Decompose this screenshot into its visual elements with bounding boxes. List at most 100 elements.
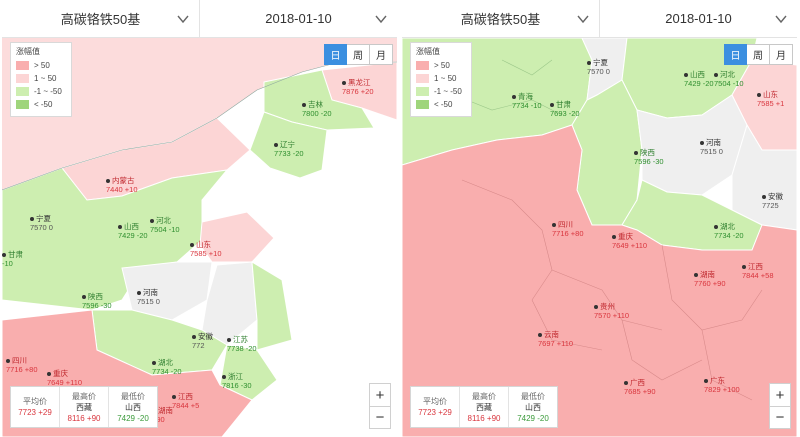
province-price: 7697 +110 — [538, 339, 574, 348]
province-label[interactable]: 甘肃 7693 -20 — [550, 100, 580, 118]
product-select[interactable]: 高碳铬铁50基 — [2, 0, 199, 37]
zoom-out-button[interactable]: − — [370, 406, 390, 428]
marker-dot-icon — [700, 141, 704, 146]
province-name: 湖南 — [158, 406, 173, 415]
marker-dot-icon — [190, 243, 194, 248]
province-label[interactable]: 宁夏 7570 0 — [30, 214, 53, 232]
tab-month[interactable]: 月 — [770, 44, 793, 65]
tab-week[interactable]: 周 — [347, 44, 370, 65]
region-north-up — [2, 38, 397, 190]
province-price: 7649 +110 — [47, 378, 83, 387]
province-label[interactable]: 广西 7685 +90 — [624, 378, 656, 396]
province-label[interactable]: 安徽 772 — [192, 332, 213, 350]
tab-month[interactable]: 月 — [370, 44, 393, 65]
marker-dot-icon — [694, 273, 698, 278]
tab-day[interactable]: 日 — [324, 44, 347, 65]
province-label[interactable]: 江西 7844 +58 — [742, 262, 774, 280]
province-label[interactable]: 江苏 7738 -20 — [227, 335, 257, 353]
province-label[interactable]: 陕西 7596 -30 — [82, 292, 112, 310]
province-name: 陕西 — [640, 148, 655, 157]
province-label[interactable]: 四川 7716 +80 — [552, 220, 584, 238]
product-select[interactable]: 高碳铬铁50基 — [402, 0, 599, 37]
marker-dot-icon — [552, 223, 556, 228]
province-name: 山东 — [763, 90, 778, 99]
marker-dot-icon — [106, 179, 110, 184]
province-label[interactable]: 内蒙古 7440 +10 — [106, 176, 138, 194]
province-label[interactable]: 湖南 7760 +90 — [694, 270, 726, 288]
province-label[interactable]: 河北 7504 -10 — [714, 70, 744, 88]
min-price-value: 7429 -20 — [517, 413, 549, 423]
province-label[interactable]: 河南 7515 0 — [137, 288, 160, 306]
min-price-value: 7429 -20 — [117, 413, 149, 423]
marker-dot-icon — [150, 219, 154, 224]
province-label[interactable]: 山西 7429 -20 — [118, 222, 148, 240]
region-south-up — [402, 124, 797, 437]
province-name: 重庆 — [53, 369, 68, 378]
zoom-in-button[interactable]: + — [375, 386, 385, 404]
marker-dot-icon — [137, 291, 141, 296]
marker-dot-icon — [152, 361, 156, 366]
province-label[interactable]: 宁夏 7570 0 — [587, 58, 610, 76]
province-label[interactable]: 贵州 7570 +110 — [594, 302, 629, 320]
province-price: 7429 -20 — [684, 79, 714, 88]
legend-swatch — [16, 61, 29, 70]
province-name: 陕西 — [88, 292, 103, 301]
tab-week[interactable]: 周 — [747, 44, 770, 65]
province-label[interactable]: 吉林 7800 -20 — [302, 100, 332, 118]
marker-dot-icon — [82, 295, 86, 300]
province-name: 湖北 — [720, 222, 735, 231]
province-name: 山西 — [124, 222, 139, 231]
province-label[interactable]: 山西 7429 -20 — [684, 70, 714, 88]
tab-day[interactable]: 日 — [724, 44, 747, 65]
china-map[interactable] — [402, 38, 797, 437]
province-name: 青海 — [518, 92, 533, 101]
province-label[interactable]: 河北 7504 -10 — [150, 216, 180, 234]
province-label[interactable]: 青海 7734 -10 — [512, 92, 542, 110]
legend-swatch — [416, 100, 429, 109]
china-map[interactable] — [2, 38, 397, 437]
min-price: 最低价 山西 7429 -20 — [508, 387, 557, 427]
province-label[interactable]: 甘肃 -10 — [2, 250, 23, 268]
province-name: 四川 — [12, 356, 27, 365]
province-name: 宁夏 — [593, 58, 608, 67]
province-label[interactable]: 湖北 7734 -20 — [152, 358, 182, 376]
province-label[interactable]: 重庆 7649 +110 — [47, 369, 82, 387]
province-label[interactable]: 广东 7829 +100 — [704, 376, 740, 394]
date-select[interactable]: 2018-01-10 — [599, 0, 797, 37]
region-sea — [222, 168, 397, 437]
province-name: 贵州 — [600, 302, 615, 311]
province-price: 7876 +20 — [342, 87, 374, 96]
price-summary: 平均价 7723 +29 最高价 西藏 8116 +90 最低价 山西 7429… — [10, 386, 158, 428]
province-price: 7596 -30 — [634, 157, 664, 166]
province-label[interactable]: 河南 7515 0 — [700, 138, 723, 156]
marker-dot-icon — [594, 305, 598, 310]
province-label[interactable]: 辽宁 7733 -20 — [274, 140, 304, 158]
province-price: 7844 +5 — [172, 401, 200, 410]
marker-dot-icon — [2, 253, 6, 258]
province-price: 7649 +110 — [612, 241, 648, 250]
product-select-value: 高碳铬铁50基 — [460, 12, 541, 27]
province-label[interactable]: 湖北 7734 -20 — [714, 222, 744, 240]
province-label[interactable]: 江西 7844 +5 — [172, 392, 199, 410]
province-label[interactable]: 安徽 7725 — [762, 192, 783, 210]
province-price: 7440 +10 — [106, 185, 138, 194]
zoom-in-button[interactable]: + — [775, 386, 785, 404]
province-label[interactable]: 重庆 7649 +110 — [612, 232, 647, 250]
province-label[interactable]: 浙江 7816 -30 — [222, 372, 252, 390]
period-tabs: 日 周 月 — [324, 44, 393, 65]
province-label[interactable]: 山东 7585 +10 — [190, 240, 222, 258]
province-label[interactable]: 山东 7585 +1 — [757, 90, 784, 108]
map-panel-left: 高碳铬铁50基 2018-01-10 — [2, 0, 397, 437]
province-label[interactable]: 黑龙江 7876 +20 — [342, 78, 374, 96]
province-name: 河北 — [720, 70, 735, 79]
province-price: 7738 -20 — [227, 344, 257, 353]
province-label[interactable]: 四川 7716 +80 — [6, 356, 38, 374]
period-tabs: 日 周 月 — [724, 44, 793, 65]
province-label[interactable]: 陕西 7596 -30 — [634, 148, 664, 166]
province-label[interactable]: 云南 7697 +110 — [538, 330, 573, 348]
province-name: 内蒙古 — [112, 176, 135, 185]
zoom-out-button[interactable]: − — [770, 406, 790, 428]
marker-dot-icon — [6, 359, 10, 364]
max-price-value: 8116 +90 — [67, 413, 101, 423]
date-select[interactable]: 2018-01-10 — [199, 0, 397, 37]
